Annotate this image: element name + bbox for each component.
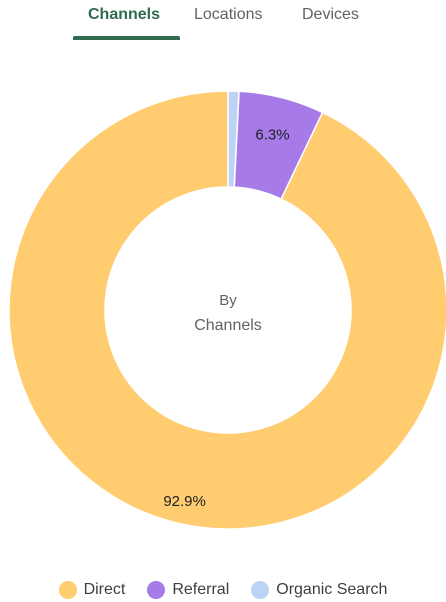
legend-label: Direct — [83, 581, 126, 598]
active-tab-indicator — [73, 36, 180, 40]
data-label-direct: 92.9% — [163, 493, 206, 510]
legend-swatch — [58, 581, 77, 599]
data-label-referral: 6.3% — [255, 127, 289, 144]
donut-chart: 92.9% 6.3% By Channels — [8, 90, 446, 530]
chart-slices — [8, 90, 446, 530]
legend-item-organic-search[interactable]: Organic Search — [251, 578, 387, 602]
legend-label: Organic Search — [276, 581, 388, 598]
center-label-line1: By — [219, 292, 237, 309]
legend-item-direct[interactable]: Direct — [58, 578, 126, 602]
legend-label: Referral — [172, 581, 230, 598]
tab-locations[interactable]: Locations — [194, 6, 263, 23]
chart-legend: Direct Referral Organic Search — [0, 578, 446, 602]
legend-swatch — [147, 581, 166, 599]
slice-direct[interactable] — [8, 90, 446, 530]
slice-organic-search[interactable] — [227, 90, 240, 188]
tab-bar: Channels Locations Devices — [0, 0, 446, 42]
tab-devices[interactable]: Devices — [302, 6, 359, 23]
tab-channels[interactable]: Channels — [88, 6, 161, 23]
legend-swatch — [251, 581, 270, 599]
center-label-line2: Channels — [194, 317, 262, 334]
legend-item-referral[interactable]: Referral — [147, 578, 229, 602]
chart-data-labels: 92.9% 6.3% — [163, 127, 289, 511]
